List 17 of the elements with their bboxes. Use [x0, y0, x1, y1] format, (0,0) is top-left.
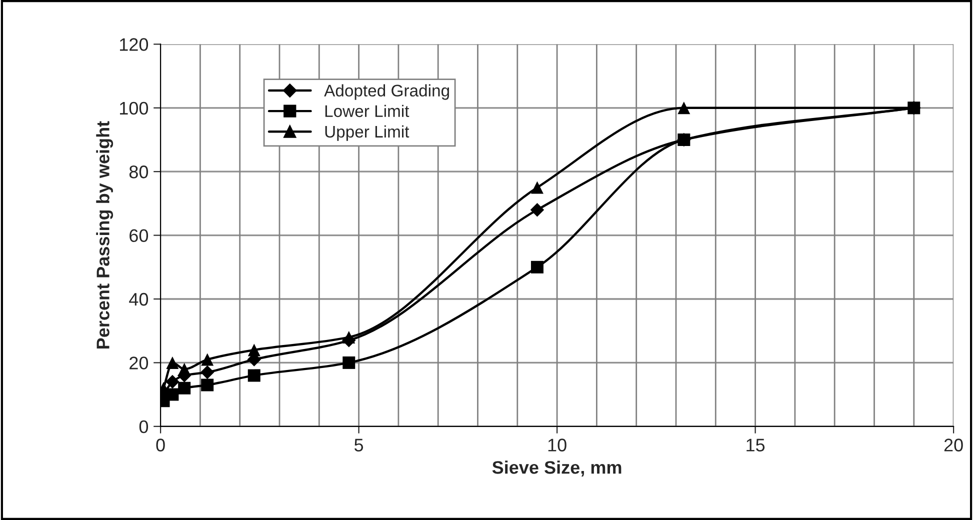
y-tick-label: 100	[120, 102, 148, 115]
y-tick-label: 40	[129, 292, 148, 306]
x-axis-title: Sieve Size, mm	[492, 460, 622, 476]
x-tick-label: 10	[548, 438, 566, 452]
legend-label: Upper Limit	[325, 125, 410, 141]
x-tick-label: 20	[944, 438, 963, 452]
y-tick-label: 120	[120, 38, 148, 51]
y-tick-label: 20	[130, 356, 148, 370]
legend-label: Lower Limit	[325, 104, 410, 118]
x-tick-label: 5	[354, 438, 364, 452]
x-tick-label: 0	[156, 438, 165, 452]
x-tick-label: 15	[746, 438, 765, 452]
legend-label: Adopted Grading	[324, 84, 449, 100]
y-tick-label: 60	[130, 229, 148, 242]
y-axis-title: Percent Passing by weight	[96, 121, 114, 348]
y-tick-label: 0	[139, 420, 148, 434]
y-tick-label: 80	[129, 166, 148, 178]
